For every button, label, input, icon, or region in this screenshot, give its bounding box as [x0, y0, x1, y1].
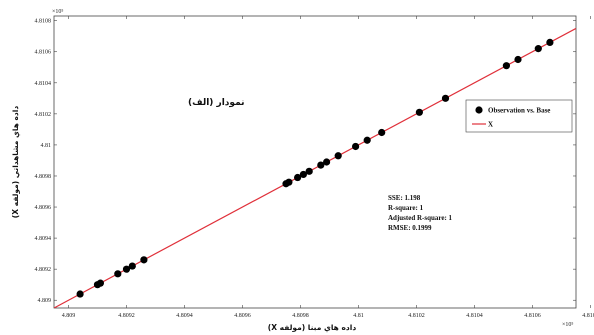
y-tick-label: 4.8102 — [35, 112, 52, 118]
stats-box: SSE: 1.198 R-square: 1 Adjusted R-square… — [388, 194, 453, 232]
data-point — [323, 158, 331, 166]
stat-adjusted-r-square: Adjusted R-square: 1 — [388, 214, 453, 222]
x-tick-label: 4.809 — [62, 313, 76, 319]
y-tick-label: 4.8104 — [35, 81, 52, 87]
stat-rmse: RMSE: 0.1999 — [388, 224, 432, 232]
x-tick-label: 4.8104 — [466, 313, 483, 319]
data-point — [534, 45, 542, 53]
y-tick-label: 4.809 — [38, 298, 52, 304]
y-axis-label: داده هاي مشاهداتي (مولفه X) — [11, 106, 20, 219]
data-series — [54, 27, 576, 308]
data-point — [122, 265, 131, 273]
y-axis-ticks: 4.809 4.8092 4.8094 4.8096 4.8098 4.81 4.8102 4… — [35, 19, 576, 304]
x-axis-exponent: ×10⁵ — [562, 322, 573, 328]
data-point — [96, 279, 104, 287]
data-point — [299, 170, 307, 179]
stat-r-square: R-square: 1 — [388, 204, 424, 212]
data-point — [378, 128, 386, 137]
legend-marker-observation — [475, 106, 483, 114]
data-point — [334, 152, 342, 160]
y-tick-label: 4.8106 — [35, 50, 52, 56]
data-point — [502, 62, 510, 70]
x-tick-label: 4.8102 — [408, 313, 425, 319]
legend-label-x: X — [488, 121, 493, 129]
legend-label-observation: Observation vs. Base — [488, 107, 550, 115]
x-axis-ticks: 4.809 4.8092 4.8094 4.8096 4.8098 4.81 4.8102 4… — [62, 16, 594, 319]
data-point — [352, 142, 360, 151]
data-point — [128, 262, 136, 270]
stat-sse: SSE: 1.198 — [388, 194, 421, 202]
y-tick-label: 4.8108 — [35, 19, 52, 25]
y-tick-label: 4.8092 — [35, 267, 52, 273]
y-axis-exponent: ×10⁵ — [52, 9, 63, 15]
legend-box — [465, 99, 573, 133]
y-tick-label: 4.8096 — [35, 205, 52, 211]
data-point — [415, 108, 423, 116]
data-point — [363, 136, 371, 144]
data-point — [317, 161, 325, 169]
x-tick-label: 4.81 — [353, 313, 364, 319]
x-tick-label: 4.8096 — [234, 313, 251, 319]
x-tick-label: 4.8108 — [582, 313, 594, 319]
x-axis-label: داده هاي مبنا (مولفه X) — [268, 323, 357, 332]
x-tick-label: 4.8098 — [292, 313, 309, 319]
y-tick-label: 4.8094 — [35, 236, 52, 242]
data-point — [514, 55, 522, 64]
data-point — [76, 290, 84, 298]
data-point — [114, 270, 122, 278]
data-point — [441, 94, 450, 102]
data-point — [294, 173, 302, 182]
data-point — [285, 178, 293, 186]
data-point — [140, 256, 148, 264]
legend: Observation vs. Base X — [465, 99, 573, 133]
x-tick-label: 4.8106 — [524, 313, 541, 319]
data-point — [305, 167, 313, 175]
x-tick-label: 4.8094 — [176, 313, 193, 319]
x-tick-label: 4.8092 — [118, 313, 135, 319]
y-tick-label: 4.81 — [41, 143, 52, 149]
panel-label: نمودار (الف) — [188, 98, 244, 108]
y-tick-label: 4.8098 — [35, 174, 52, 180]
data-point — [546, 38, 554, 47]
